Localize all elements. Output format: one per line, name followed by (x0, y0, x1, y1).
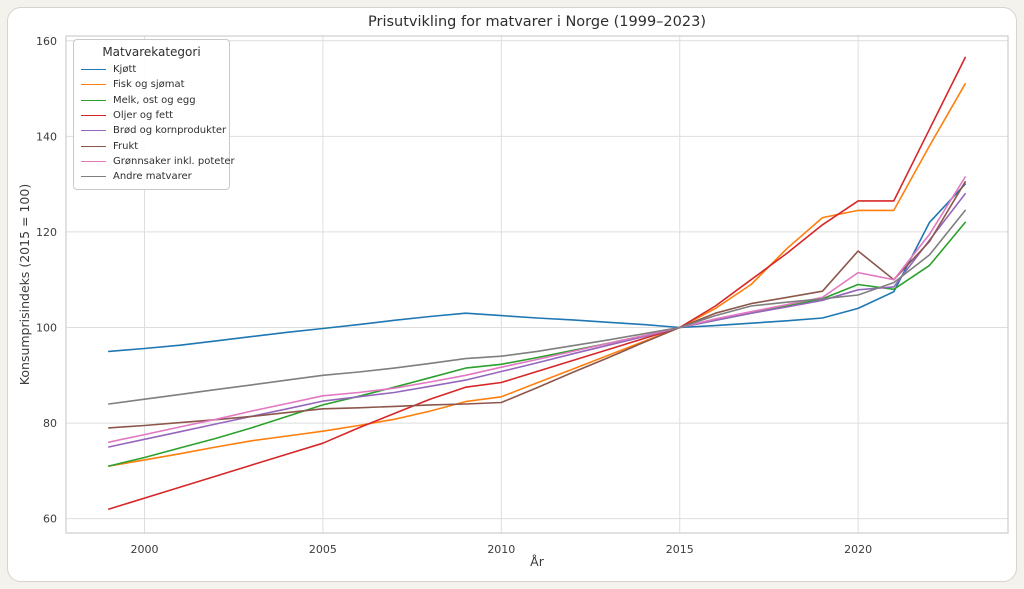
x-tick-label-2005: 2005 (309, 543, 337, 556)
legend-box: Matvarekategori Kjøtt Fisk og sjømat Melk,… (73, 39, 235, 191)
legend-label-gronnsaker-inkl-poteter: Grønnsaker inkl. poteter (113, 155, 235, 167)
x-tick-label-2015: 2015 (666, 543, 694, 556)
legend-item-frukt: Frukt (74, 138, 229, 153)
y-tick-label-140: 140 (36, 130, 57, 143)
series-line-fisk-og-sjomat (108, 83, 967, 467)
legend-item-fisk-og-sjomat: Fisk og sjømat (74, 77, 229, 92)
y-tick-label-60: 60 (43, 513, 57, 526)
legend-label-frukt: Frukt (113, 140, 139, 152)
y-tick-label-160: 160 (36, 35, 57, 48)
legend-item-andre-matvarer: Andre matvarer (74, 169, 229, 184)
legend-label-melk-ost-og-egg: Melk, ost og egg (113, 94, 196, 106)
legend-label-oljer-og-fett: Oljer og fett (113, 110, 174, 122)
legend-label-brod-og-kornprodukter: Brød og kornprodukter (113, 125, 227, 137)
legend-item-kjott: Kjøtt (74, 62, 229, 77)
tick-layer: 60 80 100 120 140 160 2000 2005 2010 2015 2020 (36, 35, 872, 556)
legend-swatch-oljer-og-fett (81, 115, 106, 117)
legend-item-brod-og-kornprodukter: Brød og kornprodukter (74, 123, 229, 138)
legend-swatch-fisk-og-sjomat (81, 84, 106, 86)
legend-swatch-melk-ost-og-egg (81, 99, 106, 101)
x-tick-label-2020: 2020 (844, 543, 872, 556)
legend-label-andre-matvarer: Andre matvarer (113, 171, 192, 183)
x-tick-label-2000: 2000 (131, 543, 159, 556)
y-tick-label-100: 100 (36, 322, 57, 335)
series-line-frukt (108, 181, 967, 429)
plot-frame (65, 35, 1009, 534)
legend-swatch-andre-matvarer (81, 176, 106, 178)
y-tick-label-80: 80 (43, 417, 57, 430)
y-axis-label: Konsumprisindeks (2015 = 100) (17, 184, 32, 385)
series-line-oljer-og-fett (108, 56, 967, 510)
series-line-melk-ost-og-egg (108, 221, 967, 467)
series-line-kjott (108, 183, 967, 353)
legend-rows: Kjøtt Fisk og sjømat Melk, ost og egg Oljer… (74, 62, 235, 184)
series-line-andre-matvarer (108, 209, 967, 405)
chart-title: Prisutvikling for matvarer i Norge (1999… (368, 14, 706, 30)
legend-swatch-gronnsaker-inkl-poteter (81, 160, 106, 162)
legend-title: Matvarekategori (102, 45, 201, 59)
legend-item-melk-ost-og-egg: Melk, ost og egg (74, 93, 229, 108)
legend-item-gronnsaker-inkl-poteter: Grønnsaker inkl. poteter (74, 154, 235, 169)
x-tick-label-2010: 2010 (487, 543, 515, 556)
legend-label-fisk-og-sjomat: Fisk og sjømat (113, 79, 185, 91)
x-axis-label: År (530, 554, 545, 569)
y-tick-label-120: 120 (36, 226, 57, 239)
legend-item-oljer-og-fett: Oljer og fett (74, 108, 229, 123)
legend-swatch-kjott (81, 69, 106, 71)
legend-label-kjott: Kjøtt (113, 64, 137, 76)
series-layer (108, 56, 967, 510)
legend-swatch-brod-og-kornprodukter (81, 130, 106, 132)
series-line-gronnsaker-inkl-poteter (108, 176, 967, 444)
legend-swatch-frukt (81, 145, 106, 147)
